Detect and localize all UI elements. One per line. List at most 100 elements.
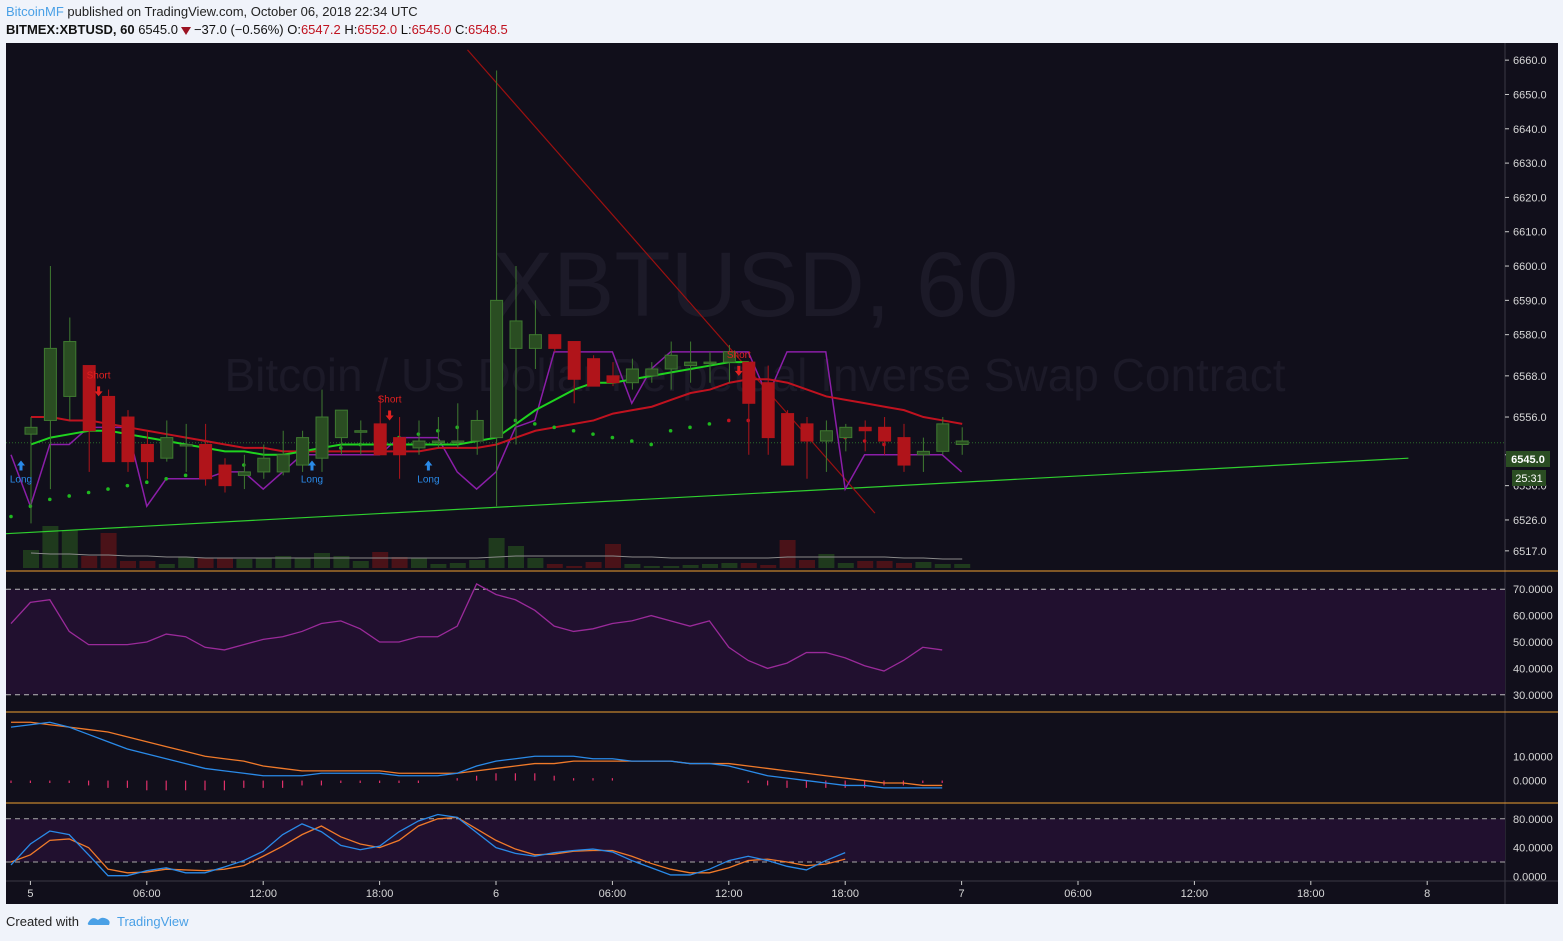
stoch-tick-label: 40.0000 (1513, 843, 1553, 855)
short-arrow-icon (94, 386, 103, 397)
volume-bar (430, 564, 447, 568)
sar-dot (552, 425, 556, 430)
volume-bar (876, 561, 893, 568)
publish-text: published on TradingView.com, October 06… (67, 4, 418, 19)
publish-info: BitcoinMF published on TradingView.com, … (6, 4, 418, 19)
time-tick-label: 6 (493, 888, 499, 900)
volume-bar (314, 553, 330, 568)
candle-body (761, 382, 775, 439)
close-value: 6548.5 (467, 22, 508, 37)
created-with-text: Created with (6, 914, 79, 929)
volume-bar (100, 533, 117, 568)
author-link[interactable]: BitcoinMF (6, 4, 64, 19)
open-label: O: (287, 22, 301, 37)
price-tick-label: 6620.0 (1513, 192, 1547, 204)
volume-bar (857, 561, 874, 568)
volume-bar (527, 558, 544, 568)
time-tick-label: 5 (27, 888, 33, 900)
price-tick-label: 6526.0 (1513, 515, 1547, 527)
price-tick-label: 6650.0 (1513, 89, 1547, 101)
rsi-tick-label: 60.0000 (1513, 611, 1553, 623)
time-tick-label: 06:00 (599, 888, 627, 900)
sar-dot (882, 442, 886, 447)
low-value: 6545.0 (411, 22, 452, 37)
candle-body (199, 443, 213, 480)
tradingview-link[interactable]: TradingView (116, 914, 189, 929)
price-tick-label: 6630.0 (1513, 158, 1547, 170)
candle-body (140, 443, 154, 463)
sar-dot (630, 439, 634, 443)
volume-bar (197, 558, 214, 568)
candle-body (237, 471, 251, 476)
stoch-tick-label: 0.0000 (1513, 871, 1547, 883)
macd-tick-label: 0.0000 (1513, 776, 1547, 788)
chart-canvas[interactable]: XBTUSD, 60 Bitcoin / US Dollar Perpetual… (0, 40, 1563, 908)
volume-bar (818, 554, 835, 568)
candle-body (800, 423, 814, 442)
tradingview-logo-icon (87, 914, 111, 931)
stoch-k-line (10, 813, 846, 877)
volume-bar (702, 564, 718, 568)
price-tick-label: 6568.0 (1513, 371, 1547, 383)
indicator-panes (6, 570, 1558, 877)
candle-body (431, 440, 445, 444)
sar-dot (125, 483, 130, 488)
high-value: 6552.0 (357, 22, 398, 37)
sar-dot (533, 422, 537, 426)
candle-body (102, 395, 116, 463)
volume-bars (23, 526, 971, 568)
time-tick-label: 12:00 (715, 888, 743, 900)
sar-dot (183, 473, 188, 478)
candle-body (625, 368, 639, 384)
long-signal-label: Long (301, 474, 323, 485)
time-axis-background (6, 881, 1558, 904)
rsi-band (6, 589, 1505, 695)
time-tick-label: 06:00 (133, 888, 161, 900)
candle-body (722, 351, 736, 363)
volume-bar (488, 538, 505, 568)
volume-bar (255, 558, 272, 568)
sar-dot (862, 439, 867, 443)
time-tick-label: 7 (959, 888, 965, 900)
candle-body (373, 423, 387, 456)
time-tick-label: 18:00 (366, 888, 394, 900)
volume-bar (663, 566, 680, 568)
long-signal-label: Long (417, 474, 439, 485)
trend-line-support (5, 457, 1409, 535)
candle-body (276, 454, 290, 473)
sar-dot (145, 480, 149, 485)
low-label: L: (400, 22, 412, 37)
rsi-tick-label: 40.0000 (1513, 663, 1553, 675)
volume-bar (178, 557, 195, 568)
sar-dot (707, 422, 712, 426)
volume-bar (682, 565, 699, 568)
candle-body (43, 347, 57, 421)
sar-dot (339, 446, 343, 450)
candle-body (587, 358, 601, 387)
volume-bar (585, 562, 602, 568)
volume-bar (158, 564, 175, 568)
short-arrow-icon (734, 365, 743, 376)
candle-body (742, 361, 756, 404)
symbol-legend: BITMEX:XBTUSD, 60 6545.0 −37.0 (−0.56%) O… (6, 22, 508, 37)
time-tick-label: 18:00 (1297, 888, 1325, 900)
candle-body (781, 413, 795, 466)
candle-body (567, 341, 581, 380)
time-tick-label: 12:00 (249, 888, 277, 900)
sar-dot (668, 428, 673, 433)
sar-dot (455, 425, 460, 430)
candle-body (451, 440, 465, 444)
volume-bar (837, 563, 854, 568)
time-tick-label: 18:00 (831, 888, 859, 900)
volume-bar (236, 559, 253, 568)
sar-dot (416, 432, 421, 436)
price-tick-label: 6517.0 (1513, 546, 1547, 558)
candle-body (645, 368, 659, 377)
candle-body (528, 334, 542, 349)
candle-body (839, 426, 853, 439)
volume-bar (799, 560, 815, 568)
short-signal-label: Short (87, 370, 111, 381)
candle-body (684, 361, 698, 367)
long-arrow-icon (308, 460, 316, 471)
volume-bar (391, 557, 408, 568)
